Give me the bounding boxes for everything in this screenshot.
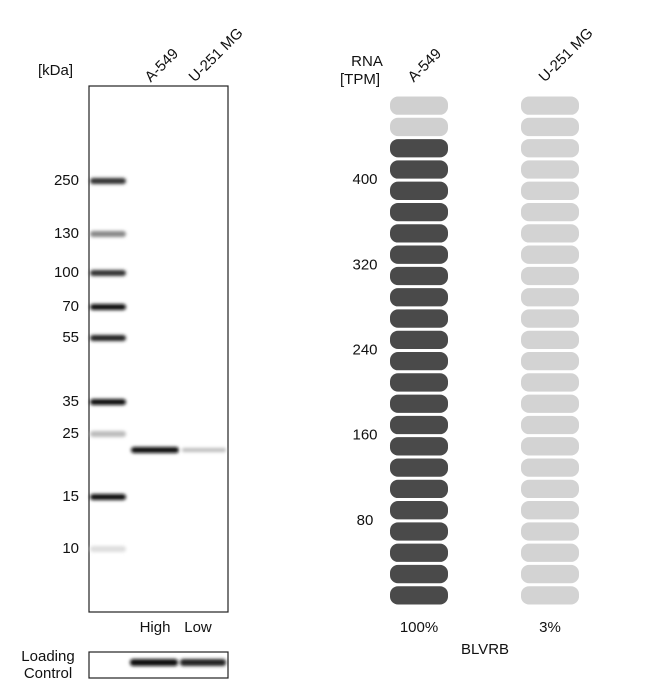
blot-membrane (88, 85, 229, 613)
pill (521, 117, 579, 137)
band (130, 659, 178, 666)
marker-band (90, 546, 126, 552)
pill (390, 202, 448, 222)
pill (390, 522, 448, 541)
rna-label: [TPM] (340, 71, 380, 88)
marker-label: 10 (62, 540, 79, 557)
pill (521, 479, 579, 499)
pill (521, 415, 579, 435)
pill (521, 458, 579, 477)
column-label: A-549 (405, 45, 445, 85)
pill (521, 373, 579, 392)
gene-name: BLVRB (461, 641, 509, 658)
pill (390, 96, 448, 115)
pill (390, 224, 448, 243)
band (131, 447, 179, 453)
pill (521, 224, 579, 243)
marker-label: 55 (62, 329, 79, 346)
pill (390, 352, 448, 371)
marker-label: 15 (62, 488, 79, 505)
pill (521, 245, 579, 264)
pill (390, 373, 448, 392)
marker-band (90, 431, 126, 437)
loading-label: Control (24, 665, 72, 682)
lane-level: High (140, 619, 171, 636)
pill (390, 288, 448, 307)
column-label: U-251 MG (536, 25, 597, 86)
pill (521, 394, 579, 413)
band (180, 659, 226, 666)
pill (521, 202, 579, 222)
marker-band (90, 270, 126, 276)
marker-label: 100 (54, 264, 79, 281)
pill (390, 564, 448, 584)
rna-label: RNA (351, 53, 383, 70)
marker-label: 35 (62, 393, 79, 410)
pill (390, 543, 448, 562)
percent-label: 3% (539, 619, 561, 636)
pill (521, 501, 579, 520)
pill (521, 288, 579, 307)
lane-label: A-549 (142, 45, 182, 85)
pill (521, 266, 579, 286)
pill (390, 437, 448, 456)
y-tick-label: 160 (352, 427, 377, 444)
marker-label: 70 (62, 298, 79, 315)
pill (521, 437, 579, 456)
lane-label: U-251 MG (186, 25, 247, 86)
pill (521, 181, 579, 200)
marker-label: 130 (54, 225, 79, 242)
unit-label: [kDa] (38, 62, 73, 79)
pill (521, 309, 579, 328)
bands (130, 447, 226, 666)
pill (521, 543, 579, 562)
pill (521, 96, 579, 115)
pill (390, 245, 448, 264)
pill (390, 586, 448, 605)
pill (390, 181, 448, 200)
band (182, 448, 226, 452)
marker-band (90, 335, 126, 341)
marker-band (90, 399, 126, 405)
marker-band (90, 178, 126, 184)
pill (521, 330, 579, 349)
pill (390, 330, 448, 349)
pill (390, 415, 448, 435)
pill (390, 501, 448, 520)
y-tick-label: 240 (352, 341, 377, 358)
pill (390, 458, 448, 477)
pill (390, 309, 448, 328)
marker-band (90, 304, 126, 310)
y-tick-label: 80 (357, 512, 374, 529)
pill (390, 160, 448, 179)
pill (521, 139, 579, 158)
lane-level: Low (184, 619, 212, 636)
pill (390, 479, 448, 499)
y-tick-label: 400 (352, 171, 377, 188)
marker-label: 250 (54, 172, 79, 189)
marker-label: 25 (62, 425, 79, 442)
y-tick-label: 320 (352, 256, 377, 273)
pill (390, 266, 448, 286)
pill (390, 394, 448, 413)
pill (390, 117, 448, 137)
marker-band (90, 494, 126, 500)
pill (521, 564, 579, 584)
marker-band (90, 231, 126, 237)
pill (521, 160, 579, 179)
ladder (90, 178, 126, 552)
pill (521, 352, 579, 371)
pill (521, 586, 579, 605)
pill-column (390, 96, 448, 605)
pill (390, 139, 448, 158)
loading-label: Loading (21, 648, 74, 665)
percent-label: 100% (400, 619, 438, 636)
pill (521, 522, 579, 541)
pill-column (521, 96, 579, 605)
